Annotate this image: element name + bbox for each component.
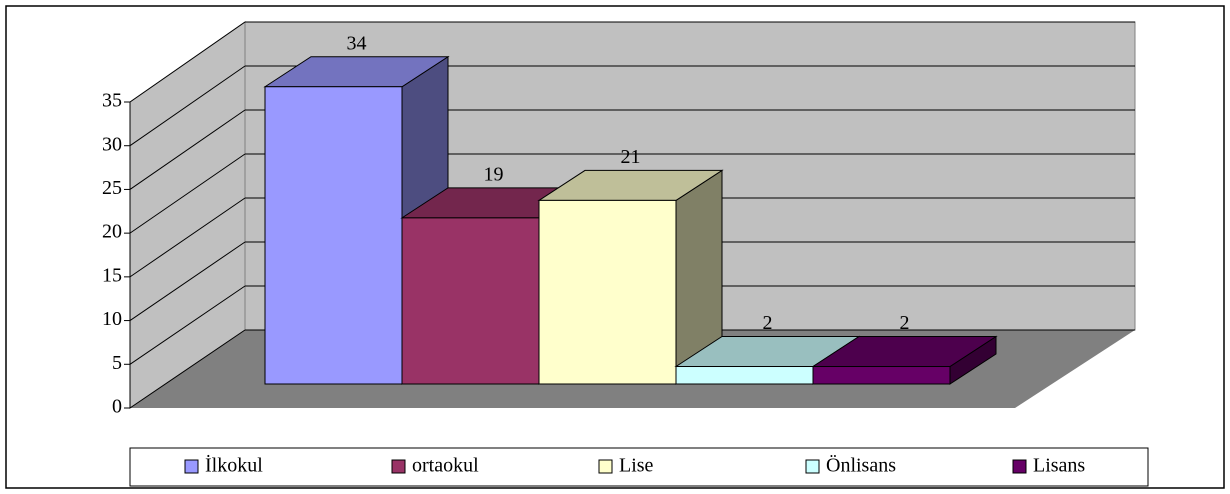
grid-line bbox=[129, 109, 246, 190]
data-label: 34 bbox=[347, 32, 367, 54]
grid-line bbox=[129, 285, 246, 365]
y-tick-label: 0 bbox=[112, 396, 122, 418]
legend-label: Önlisans bbox=[826, 454, 896, 477]
legend-label: Lise bbox=[619, 455, 654, 477]
grid-line bbox=[129, 21, 246, 103]
legend-swatch bbox=[1012, 459, 1027, 474]
y-tick-label: 5 bbox=[112, 352, 122, 374]
y-tick-label: 10 bbox=[102, 308, 122, 330]
grid-line bbox=[129, 197, 246, 278]
legend-swatch bbox=[805, 459, 820, 474]
data-label: 21 bbox=[621, 146, 641, 168]
y-tick-label: 35 bbox=[102, 90, 122, 112]
legend bbox=[129, 447, 1149, 487]
bar bbox=[812, 366, 951, 385]
grid-line bbox=[129, 153, 246, 234]
legend-label: Lisans bbox=[1033, 455, 1085, 477]
bar bbox=[401, 217, 540, 385]
legend-label: İlkokul bbox=[205, 454, 263, 477]
grid-line bbox=[129, 329, 246, 409]
y-tick-label: 25 bbox=[102, 177, 122, 199]
legend-swatch bbox=[184, 459, 199, 474]
legend-swatch bbox=[391, 459, 406, 474]
y-tick-label: 20 bbox=[102, 221, 122, 243]
data-label: 2 bbox=[900, 312, 910, 334]
bar bbox=[264, 86, 403, 385]
bar bbox=[538, 199, 677, 385]
legend-swatch bbox=[598, 459, 613, 474]
legend-label: ortaokul bbox=[412, 455, 479, 477]
data-label: 2 bbox=[763, 312, 773, 334]
bar bbox=[675, 366, 814, 385]
grid-line bbox=[129, 65, 246, 147]
y-tick-label: 15 bbox=[102, 264, 122, 286]
y-tick-label: 30 bbox=[102, 133, 122, 155]
data-label: 19 bbox=[484, 163, 504, 185]
grid-line bbox=[129, 241, 246, 321]
